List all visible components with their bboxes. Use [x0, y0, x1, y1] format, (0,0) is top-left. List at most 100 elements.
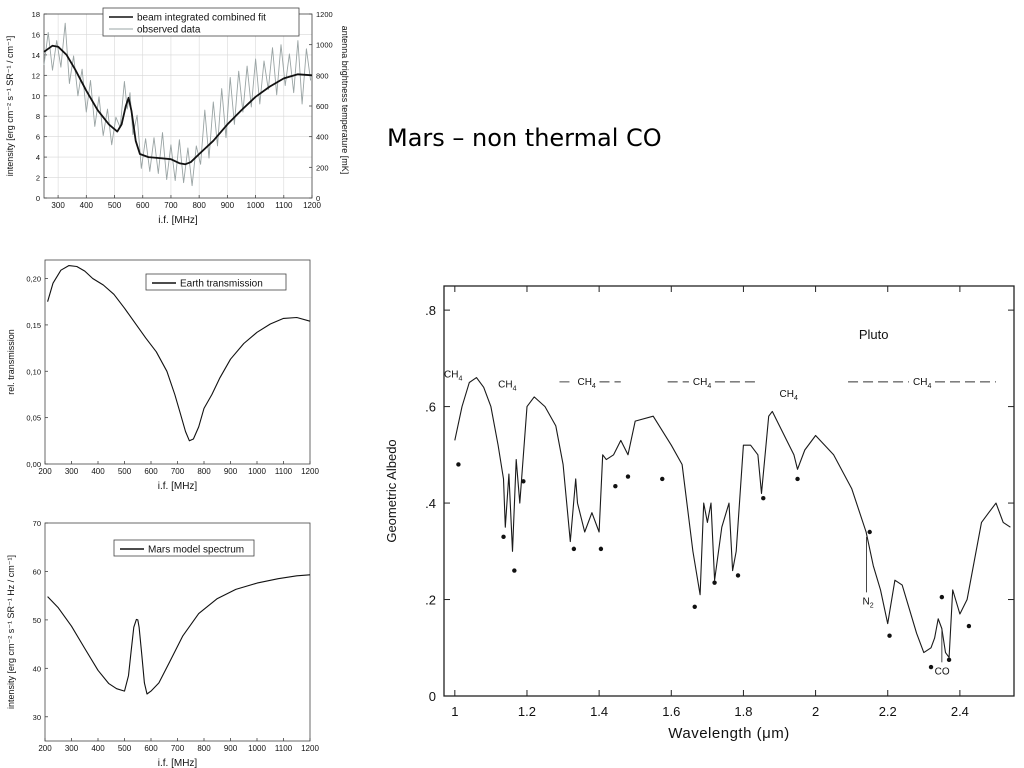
y2-tick-label: 1200	[316, 10, 333, 19]
y-tick-label: .4	[425, 496, 436, 511]
legend-label: observed data	[137, 25, 201, 36]
legend-label: Earth transmission	[180, 279, 263, 290]
y-tick-label: 70	[33, 519, 41, 528]
absorption-dot	[613, 483, 618, 489]
absorption-dot	[966, 623, 972, 629]
annotation-label: CH4	[444, 370, 462, 383]
absorption-dot	[928, 664, 934, 670]
absorption-dot	[660, 476, 665, 482]
y-tick-label: 6	[36, 133, 40, 142]
y-tick-label: 16	[32, 30, 40, 39]
x-tick-label: 900	[221, 201, 235, 210]
x-axis-label: i.f. [MHz]	[158, 481, 198, 492]
x-tick-label: 200	[38, 744, 52, 753]
annotation-subscript: 4	[707, 383, 711, 390]
absorption-dot	[867, 529, 872, 535]
x-tick-label: 600	[144, 744, 158, 753]
y-tick-label: 0,20	[26, 275, 41, 284]
absorption-dot	[625, 474, 631, 479]
annotation-subscript: 4	[458, 376, 462, 383]
annotation-label: N2	[862, 596, 873, 609]
absorption-dot	[712, 580, 717, 585]
absorption-dot	[521, 479, 526, 484]
chart-title: Pluto	[859, 327, 889, 342]
series-observed-data	[43, 22, 312, 187]
x-tick-label: 700	[171, 467, 185, 476]
x-tick-label: 1.8	[734, 704, 752, 719]
x-tick-label: 900	[224, 744, 238, 753]
x-tick-label: 600	[144, 467, 158, 476]
x-tick-label: 800	[197, 467, 211, 476]
series-line	[47, 265, 311, 442]
y-tick-label: 0,00	[26, 460, 41, 469]
absorption-dot	[456, 462, 461, 467]
y-tick-label: 0,10	[26, 367, 41, 376]
x-tick-label: 500	[108, 201, 122, 210]
x-tick-label: 1100	[275, 201, 293, 210]
y2-tick-label: 200	[316, 163, 329, 172]
x-tick-label: 800	[192, 201, 206, 210]
annotation-label: CH4	[498, 379, 516, 392]
y-tick-label: .2	[425, 593, 436, 608]
absorption-dot	[598, 546, 604, 552]
y-axis-label: intensity [erg cm⁻² s⁻¹ SR⁻¹ Hz / cm⁻¹]	[6, 555, 16, 709]
x-tick-label: 200	[38, 467, 52, 476]
annotation-subscript: 4	[927, 383, 931, 390]
x-tick-label: 300	[51, 201, 65, 210]
annotation-label: CH4	[577, 377, 595, 390]
y-tick-label: 2	[36, 174, 40, 183]
y-tick-label: 0,15	[26, 321, 41, 330]
y-tick-label: 60	[33, 567, 41, 576]
absorption-dot	[735, 573, 741, 578]
y-tick-label: .6	[425, 400, 436, 415]
legend-box	[113, 539, 255, 557]
legend-label: beam integrated combined fit	[137, 13, 266, 24]
y2-tick-label: 400	[316, 133, 329, 142]
y-axis-label: Geometric Albedo	[384, 439, 399, 542]
plot-frame	[443, 285, 1015, 697]
x-axis-label: i.f. [MHz]	[158, 758, 198, 768]
x-tick-label: 600	[136, 201, 150, 210]
x-axis-label: Wavelength (μm)	[668, 725, 789, 742]
y-tick-label: 40	[33, 664, 41, 673]
x-tick-label: 2	[812, 704, 819, 719]
x-tick-label: 1100	[275, 744, 293, 753]
annotation-text: N	[862, 596, 869, 607]
y-tick-label: 50	[33, 616, 41, 625]
legend-box	[102, 7, 300, 37]
x-tick-label: 300	[65, 744, 79, 753]
absorption-dot	[946, 657, 952, 663]
annotation-text: CH	[913, 377, 927, 388]
y-tick-label: 4	[36, 153, 40, 162]
y-tick-label: 30	[33, 713, 41, 722]
y2-tick-label: 0	[316, 194, 320, 203]
y-tick-label: 0	[36, 194, 40, 203]
absorption-dot	[512, 568, 517, 573]
absorption-dot	[795, 476, 800, 482]
annotation-text: CO	[935, 666, 950, 677]
y-axis-label: intensity [erg cm⁻² s⁻¹ SR⁻¹ / cm⁻¹]	[5, 36, 15, 177]
x-tick-label: 700	[171, 744, 185, 753]
x-tick-label: 900	[224, 467, 238, 476]
x-tick-label: 2.2	[879, 704, 897, 719]
x-tick-label: 1.6	[662, 704, 680, 719]
x-tick-label: 1.4	[590, 704, 608, 719]
y-tick-label: 0,05	[26, 414, 41, 423]
x-tick-label: 500	[118, 467, 132, 476]
x-tick-label: 1	[451, 704, 458, 719]
y2-tick-label: 1000	[316, 41, 333, 50]
x-tick-label: 1000	[248, 467, 266, 476]
annotation-text: CH	[498, 379, 512, 390]
y-tick-label: 14	[32, 51, 40, 60]
annotation-subscript: 4	[592, 383, 596, 390]
annotation-subscript: 4	[794, 395, 798, 402]
x-tick-label: 700	[164, 201, 178, 210]
y2-axis-label: antenna brightness temperature [mK]	[340, 26, 350, 175]
series-pluto-albedo	[454, 377, 1011, 658]
absorption-dot	[692, 604, 697, 609]
legend-label: Mars model spectrum	[148, 545, 244, 556]
annotation-text: CH	[693, 377, 707, 388]
x-tick-label: 1200	[301, 744, 319, 753]
